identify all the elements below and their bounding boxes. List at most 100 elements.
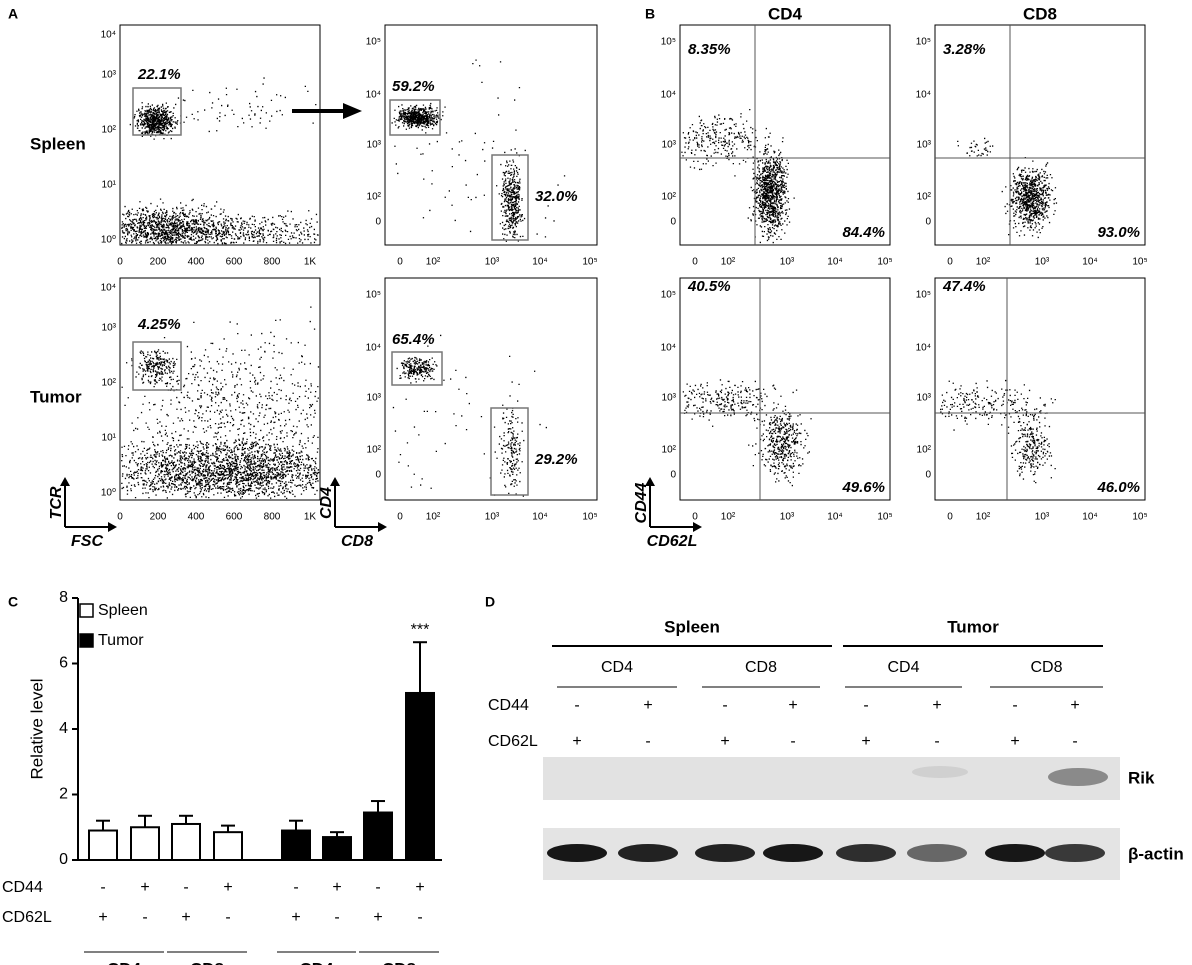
sign: + — [373, 909, 382, 926]
y-tick-label: 10³ — [102, 323, 117, 334]
y-tick-label: 0 — [375, 470, 381, 481]
x-tick-label: 1K — [304, 512, 317, 523]
row-label: CD44 — [488, 697, 529, 714]
tissue-label: Tumor — [947, 617, 999, 636]
plot-frame — [119, 24, 321, 246]
sign: - — [417, 909, 422, 926]
y-tick-label: 10⁰ — [101, 488, 116, 499]
x-tick-label: 10² — [426, 257, 441, 268]
scatter-dots — [681, 109, 795, 244]
plot-frame — [934, 24, 1146, 246]
plot-frame — [119, 277, 321, 501]
x-tick-label: 10⁴ — [827, 257, 842, 268]
bar — [88, 829, 118, 862]
sign: + — [788, 697, 797, 714]
blot-label: Rik — [1128, 768, 1155, 787]
y-tick-label: 10⁵ — [661, 290, 676, 301]
band — [836, 844, 896, 862]
y-tick-label: 10¹ — [102, 433, 117, 444]
axis-label: TCR — [48, 486, 65, 519]
gate — [132, 341, 182, 391]
x-tick-label: 200 — [150, 512, 167, 523]
x-tick-label: 0 — [397, 257, 403, 268]
cell-label: CD8 — [1030, 659, 1062, 676]
y-tick-label: 10⁴ — [366, 90, 381, 101]
bar — [171, 822, 201, 861]
x-tick-label: 10³ — [485, 512, 500, 523]
blot — [543, 757, 1120, 800]
sign: + — [291, 909, 300, 926]
sign-row-label: CD62L — [2, 909, 52, 926]
y-tick-label: 10³ — [662, 393, 677, 404]
x-tick-label: 10⁵ — [877, 257, 892, 268]
band — [1045, 844, 1105, 862]
arrow-head — [645, 477, 702, 532]
band — [912, 766, 968, 778]
axis-label: CD62L — [647, 533, 698, 550]
x-tick-label: 10² — [426, 512, 441, 523]
group-label: CD4 — [299, 959, 334, 965]
plot-frame — [384, 24, 598, 246]
sign: + — [720, 733, 729, 750]
sign: - — [934, 733, 939, 750]
sign: - — [1072, 733, 1077, 750]
quadrant-percent: 3.28% — [943, 41, 986, 58]
panel-letter: C — [8, 594, 18, 610]
sign: - — [722, 697, 727, 714]
plot-frame — [679, 24, 891, 246]
sign: - — [293, 879, 298, 896]
sign: - — [790, 733, 795, 750]
x-tick-label: 0 — [947, 257, 953, 268]
scatter-dots — [940, 379, 1056, 484]
group-label: CD8 — [190, 959, 224, 965]
group-label: CD8 — [382, 959, 416, 965]
gate-percent: 22.1% — [137, 66, 181, 83]
x-tick-label: 0 — [947, 512, 953, 523]
row-label: Spleen — [30, 134, 86, 153]
sign: + — [415, 879, 424, 896]
x-tick-label: 10³ — [485, 257, 500, 268]
panel-letter: A — [8, 6, 18, 22]
sign: - — [334, 909, 339, 926]
quadrant-percent: 8.35% — [688, 41, 731, 58]
x-tick-label: 800 — [264, 257, 281, 268]
scatter-dots — [682, 379, 812, 487]
y-tick-label: 10² — [917, 445, 932, 456]
panel-letter: D — [485, 594, 495, 610]
y-tick-label: 0 — [59, 851, 68, 868]
y-tick-label: 10⁴ — [661, 343, 676, 354]
y-tick-label: 0 — [925, 217, 931, 228]
x-tick-label: 0 — [692, 257, 698, 268]
gate — [391, 351, 443, 386]
x-tick-label: 10³ — [780, 257, 795, 268]
scatter-dots — [392, 334, 547, 497]
x-tick-label: 10³ — [1035, 257, 1050, 268]
x-tick-label: 10⁴ — [1082, 512, 1097, 523]
legend-label: Spleen — [98, 602, 148, 619]
x-tick-label: 200 — [150, 257, 167, 268]
x-tick-label: 10⁵ — [877, 512, 892, 523]
sign: + — [572, 733, 581, 750]
band — [1048, 768, 1108, 786]
quadrant-percent: 49.6% — [841, 479, 885, 496]
y-tick-label: 10³ — [102, 70, 117, 81]
axis-label: CD4 — [318, 487, 335, 519]
y-tick-label: 10² — [367, 192, 382, 203]
sign-row-label: CD44 — [2, 879, 43, 896]
gate-percent: 59.2% — [392, 78, 435, 95]
axis-arrow — [334, 484, 380, 528]
y-tick-label: 10² — [917, 192, 932, 203]
sign: - — [574, 697, 579, 714]
x-tick-label: 0 — [692, 512, 698, 523]
x-tick-label: 1K — [304, 257, 317, 268]
x-tick-label: 400 — [188, 257, 205, 268]
sign: + — [1070, 697, 1079, 714]
sign: - — [1012, 697, 1017, 714]
cell-label: CD4 — [887, 659, 919, 676]
band — [763, 844, 823, 862]
sign: - — [100, 879, 105, 896]
x-tick-label: 10³ — [1035, 512, 1050, 523]
plot-frame — [384, 277, 598, 501]
scatter-dots — [121, 306, 320, 499]
